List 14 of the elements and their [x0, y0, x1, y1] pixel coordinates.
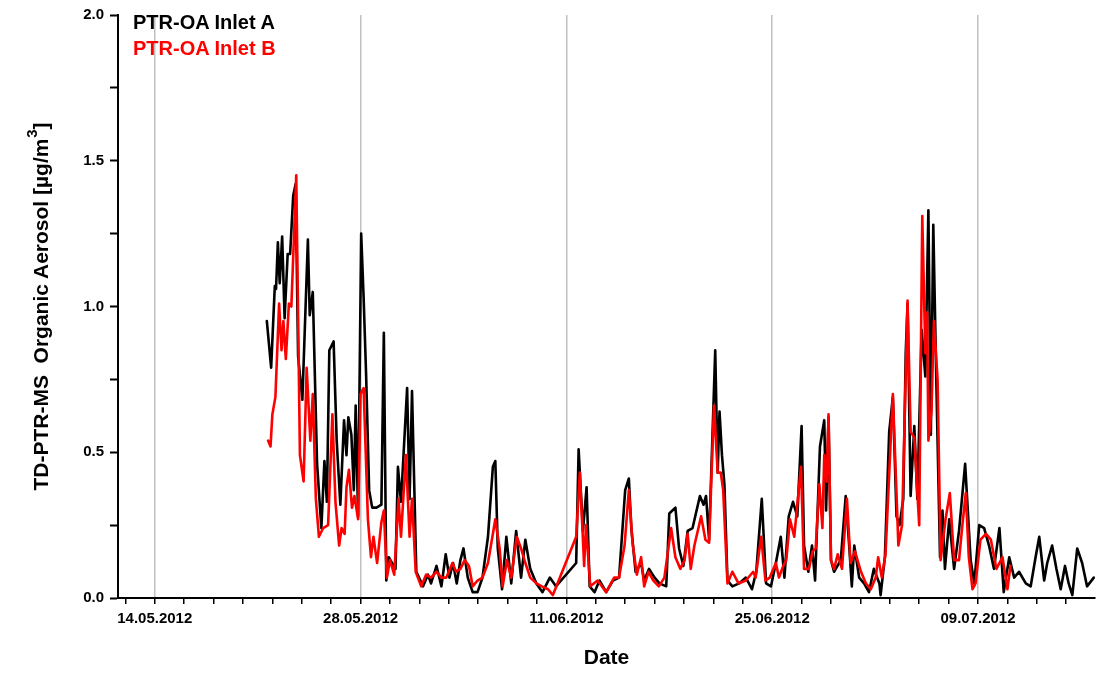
text: PTR-OA Inlet A: [133, 10, 275, 33]
y-axis-title: TD-PTR-MS Organic Aerosol [µg/m3]: [23, 122, 52, 491]
y-tick-label: 0.5: [83, 442, 104, 460]
x-tick-label: 11.06.2012: [529, 609, 604, 627]
y-tick-label: 2.0: [83, 5, 104, 23]
x-axis-title: Date: [583, 645, 630, 669]
y-tick-label: 1.0: [83, 296, 104, 314]
y-tick-label: 1.5: [83, 150, 104, 168]
x-tick-label: 14.05.2012: [117, 609, 193, 627]
y-tick-label: 0.0: [83, 588, 104, 606]
text: PTR-OA Inlet B: [133, 36, 276, 59]
x-tick-label: 28.05.2012: [323, 609, 399, 627]
x-tick-label: 25.06.2012: [734, 609, 810, 627]
x-tick-label: 09.07.2012: [940, 609, 1016, 627]
